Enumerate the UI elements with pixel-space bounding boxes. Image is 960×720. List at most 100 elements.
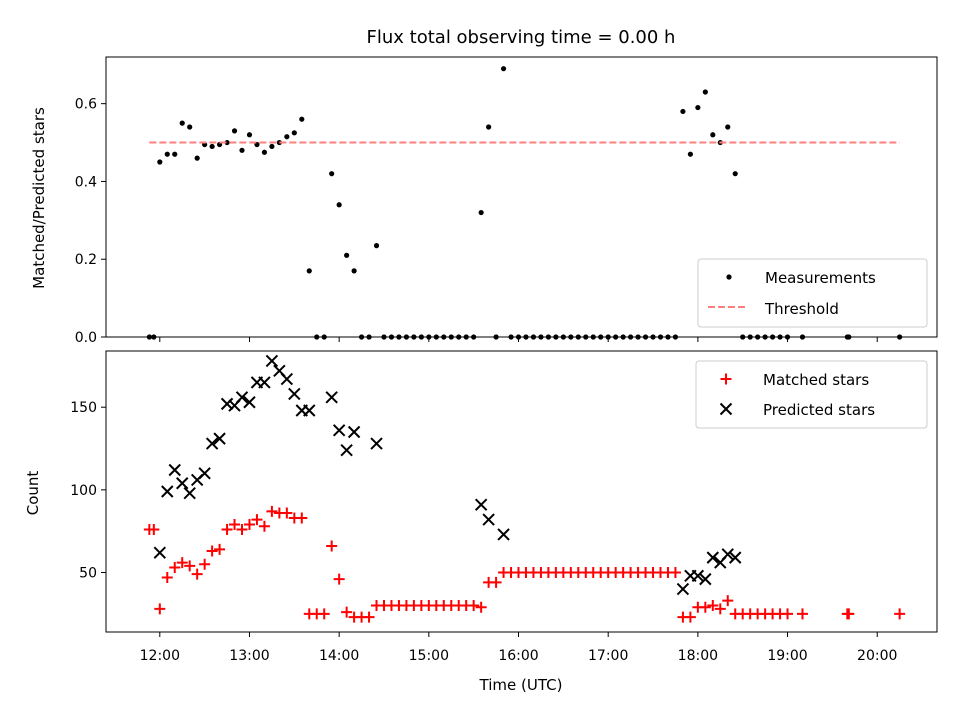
- predicted-star-point: [721, 548, 734, 561]
- predicted-star-point: [288, 387, 301, 401]
- measurement-point: [172, 151, 178, 157]
- matched-star-point: [363, 611, 375, 623]
- measurement-point: [403, 334, 410, 340]
- legend-threshold-label: Threshold: [764, 300, 839, 318]
- measurement-point: [291, 130, 297, 136]
- measurement-point: [179, 120, 185, 126]
- measurement-point: [605, 334, 611, 340]
- measurement-point: [799, 334, 806, 340]
- measurement-point: [635, 334, 641, 340]
- matched-star-point: [281, 507, 293, 519]
- measurement-point: [426, 334, 432, 340]
- matched-star-point: [206, 545, 218, 557]
- matched-star-point: [684, 611, 696, 623]
- matched-star-point: [199, 558, 211, 570]
- predicted-star-point: [258, 376, 271, 389]
- top-chart-title: Flux total observing time = 0.00 h: [367, 27, 676, 48]
- measurement-point: [553, 334, 559, 340]
- bottom-y-axis-label: Count: [24, 471, 42, 516]
- measurement-point: [231, 128, 238, 134]
- matched-star-point: [236, 524, 248, 536]
- matched-star-point: [468, 600, 480, 612]
- measurement-point: [568, 334, 574, 340]
- measurement-point: [209, 143, 215, 150]
- predicted-star-point: [205, 437, 219, 450]
- matched-star-point: [251, 514, 263, 526]
- measurement-point: [351, 268, 357, 274]
- measurement-point: [396, 334, 402, 340]
- x-tick-label: 18:00: [678, 648, 718, 664]
- measurement-point: [740, 334, 746, 340]
- matched-star-point: [699, 601, 711, 613]
- measurement-point: [306, 268, 312, 274]
- matched-star-point: [490, 576, 502, 588]
- predicted-star-point: [220, 397, 234, 411]
- top-y-axis-label: Matched/Predicted stars: [30, 107, 48, 289]
- matched-star-point: [229, 519, 241, 531]
- matched-star-point: [221, 524, 233, 536]
- measurement-point: [762, 334, 768, 340]
- matched-star-point: [894, 608, 906, 620]
- top-y-tick-label: 0.2: [75, 252, 97, 268]
- measurement-point: [515, 334, 522, 340]
- matched-star-point: [333, 573, 345, 585]
- measurement-point: [897, 334, 903, 340]
- matched-star-point: [258, 520, 270, 532]
- measurement-point: [538, 334, 544, 340]
- predicted-star-point: [676, 582, 690, 596]
- x-tick-label: 14:00: [319, 648, 359, 664]
- measurement-point: [381, 334, 387, 340]
- predicted-star-point: [332, 424, 346, 437]
- measurement-point: [269, 143, 275, 150]
- matched-star-point: [148, 524, 160, 536]
- measurement-point: [657, 334, 664, 340]
- measurement-point: [344, 252, 350, 258]
- measurement-point: [187, 124, 193, 130]
- measurement-point: [560, 334, 566, 340]
- measurement-point: [732, 171, 738, 177]
- bottom-legend-box: [695, 360, 928, 429]
- measurement-point: [194, 155, 200, 161]
- predicted-star-point: [325, 391, 338, 404]
- measurement-point: [500, 66, 507, 72]
- predicted-star-point: [168, 463, 181, 477]
- x-tick-label: 16:00: [498, 648, 538, 664]
- measurement-point: [702, 89, 708, 95]
- top-y-tick-label: 0.0: [75, 330, 97, 346]
- measurement-point: [151, 334, 157, 340]
- measurement-point: [284, 134, 290, 140]
- measurement-point: [620, 334, 626, 340]
- measurement-point: [321, 334, 327, 340]
- measurement-point: [575, 334, 581, 340]
- x-tick-label: 13:00: [229, 648, 269, 664]
- measurement-point: [725, 124, 731, 130]
- bottom-y-tick-label: 150: [70, 400, 97, 416]
- measurement-point: [486, 124, 492, 130]
- measurement-point: [747, 334, 753, 340]
- matched-star-point: [161, 571, 173, 583]
- measurement-point: [411, 334, 417, 340]
- legend-measurements-marker: [726, 274, 732, 280]
- measurement-point: [777, 334, 783, 340]
- top-y-tick-label: 0.4: [75, 174, 97, 190]
- legend-predicted-label: Predicted stars: [763, 401, 875, 419]
- predicted-star-point: [729, 551, 742, 564]
- matched-star-point: [707, 600, 719, 612]
- matched-star-point: [341, 606, 353, 618]
- measurement-point: [164, 151, 170, 157]
- measurement-point: [846, 334, 852, 340]
- predicted-star-point: [198, 467, 211, 480]
- matched-star-point: [326, 540, 338, 552]
- measurement-point: [523, 334, 529, 340]
- matched-star-point: [191, 568, 203, 580]
- measurement-point: [628, 334, 634, 340]
- measurement-point: [448, 334, 454, 340]
- measurement-point: [358, 334, 365, 340]
- measurement-point: [545, 334, 552, 340]
- x-tick-label: 15:00: [409, 648, 449, 664]
- measurement-point: [642, 334, 649, 340]
- predicted-star-point: [340, 443, 353, 457]
- bottom-plot-area: 50 100 150 12:00 13:00 14:00 15:00 16:00 17:00 18…: [70, 350, 938, 664]
